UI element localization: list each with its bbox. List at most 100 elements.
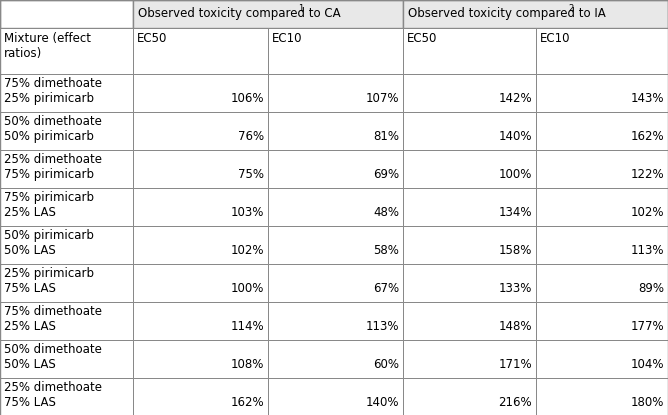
Text: 107%: 107% (365, 92, 399, 105)
Text: 1: 1 (298, 5, 303, 14)
Bar (133, 340, 268, 378)
Text: 103%: 103% (230, 206, 264, 219)
Text: 25% pirimicarb
75% LAS: 25% pirimicarb 75% LAS (4, 267, 94, 295)
Text: 25% dimethoate
75% pirimicarb: 25% dimethoate 75% pirimicarb (4, 153, 102, 181)
Text: EC10: EC10 (540, 32, 570, 45)
Bar (0, 264, 133, 302)
Bar (403, 340, 536, 378)
Text: 148%: 148% (498, 320, 532, 333)
Text: EC50: EC50 (137, 32, 168, 45)
Bar (536, 302, 668, 340)
Text: 104%: 104% (631, 358, 664, 371)
Bar (403, 28, 536, 74)
Text: 143%: 143% (631, 92, 664, 105)
Bar (268, 188, 403, 226)
Bar (133, 112, 268, 150)
Bar (268, 264, 403, 302)
Text: 50% pirimicarb
50% LAS: 50% pirimicarb 50% LAS (4, 229, 94, 257)
Bar (403, 378, 536, 415)
Text: 100%: 100% (230, 282, 264, 295)
Text: 134%: 134% (498, 206, 532, 219)
Bar (133, 226, 268, 264)
Text: 75% dimethoate
25% pirimicarb: 75% dimethoate 25% pirimicarb (4, 77, 102, 105)
Text: EC50: EC50 (407, 32, 438, 45)
Text: 50% dimethoate
50% pirimicarb: 50% dimethoate 50% pirimicarb (4, 115, 102, 143)
Text: 60%: 60% (373, 358, 399, 371)
Bar (403, 0, 668, 28)
Bar (0, 188, 133, 226)
Text: 102%: 102% (631, 206, 664, 219)
Text: 158%: 158% (498, 244, 532, 257)
Text: 114%: 114% (230, 320, 264, 333)
Bar (0, 28, 133, 74)
Text: 162%: 162% (631, 130, 664, 143)
Text: 69%: 69% (373, 168, 399, 181)
Bar (403, 74, 536, 112)
Bar (536, 112, 668, 150)
Text: 2: 2 (568, 5, 573, 14)
Bar (403, 264, 536, 302)
Text: 75%: 75% (238, 168, 264, 181)
Bar (0, 0, 133, 28)
Text: 81%: 81% (373, 130, 399, 143)
Bar (133, 74, 268, 112)
Text: 216%: 216% (498, 396, 532, 409)
Text: 108%: 108% (230, 358, 264, 371)
Text: 75% dimethoate
25% LAS: 75% dimethoate 25% LAS (4, 305, 102, 333)
Bar (0, 150, 133, 188)
Bar (268, 226, 403, 264)
Text: 113%: 113% (631, 244, 664, 257)
Text: 102%: 102% (230, 244, 264, 257)
Bar (403, 150, 536, 188)
Text: 67%: 67% (373, 282, 399, 295)
Text: 76%: 76% (238, 130, 264, 143)
Bar (536, 340, 668, 378)
Bar (0, 112, 133, 150)
Text: 140%: 140% (365, 396, 399, 409)
Bar (133, 150, 268, 188)
Text: 58%: 58% (373, 244, 399, 257)
Bar (0, 378, 133, 415)
Bar (0, 340, 133, 378)
Text: 142%: 142% (498, 92, 532, 105)
Bar (133, 188, 268, 226)
Text: 171%: 171% (498, 358, 532, 371)
Text: 177%: 177% (631, 320, 664, 333)
Bar (536, 378, 668, 415)
Text: 48%: 48% (373, 206, 399, 219)
Text: 25% dimethoate
75% LAS: 25% dimethoate 75% LAS (4, 381, 102, 409)
Text: 162%: 162% (230, 396, 264, 409)
Bar (536, 28, 668, 74)
Bar (133, 0, 403, 28)
Bar (268, 340, 403, 378)
Text: Mixture (effect
ratios): Mixture (effect ratios) (4, 32, 91, 60)
Bar (536, 74, 668, 112)
Text: Observed toxicity compared to IA: Observed toxicity compared to IA (408, 7, 609, 20)
Bar (536, 150, 668, 188)
Text: 113%: 113% (365, 320, 399, 333)
Text: Observed toxicity compared to CA: Observed toxicity compared to CA (138, 7, 345, 20)
Bar (0, 226, 133, 264)
Bar (268, 378, 403, 415)
Bar (133, 264, 268, 302)
Bar (268, 28, 403, 74)
Bar (133, 28, 268, 74)
Bar (536, 264, 668, 302)
Text: 133%: 133% (498, 282, 532, 295)
Bar (403, 112, 536, 150)
Bar (268, 112, 403, 150)
Bar (403, 188, 536, 226)
Text: 75% pirimicarb
25% LAS: 75% pirimicarb 25% LAS (4, 191, 94, 219)
Text: 89%: 89% (638, 282, 664, 295)
Bar (403, 302, 536, 340)
Bar (133, 378, 268, 415)
Bar (0, 302, 133, 340)
Bar (268, 302, 403, 340)
Text: 100%: 100% (498, 168, 532, 181)
Bar (0, 74, 133, 112)
Bar (133, 302, 268, 340)
Text: 180%: 180% (631, 396, 664, 409)
Bar (268, 74, 403, 112)
Bar (268, 150, 403, 188)
Bar (536, 188, 668, 226)
